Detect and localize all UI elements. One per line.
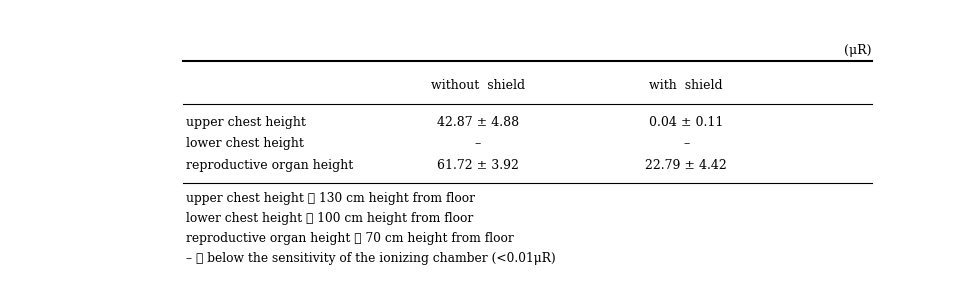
Text: reproductive organ height: reproductive organ height bbox=[187, 159, 354, 172]
Text: reproductive organ height ∶ 70 cm height from floor: reproductive organ height ∶ 70 cm height… bbox=[187, 232, 514, 245]
Text: – ∶ below the sensitivity of the ionizing chamber (<0.01μR): – ∶ below the sensitivity of the ionizin… bbox=[187, 252, 556, 265]
Text: lower chest height ∶ 100 cm height from floor: lower chest height ∶ 100 cm height from … bbox=[187, 212, 474, 225]
Text: without  shield: without shield bbox=[431, 79, 525, 91]
Text: –: – bbox=[683, 137, 690, 151]
Text: (μR): (μR) bbox=[844, 44, 871, 57]
Text: with  shield: with shield bbox=[650, 79, 723, 91]
Text: 61.72 ± 3.92: 61.72 ± 3.92 bbox=[437, 159, 519, 172]
Text: upper chest height ∶ 130 cm height from floor: upper chest height ∶ 130 cm height from … bbox=[187, 192, 476, 205]
Text: 0.04 ± 0.11: 0.04 ± 0.11 bbox=[649, 116, 723, 129]
Text: –: – bbox=[475, 137, 481, 151]
Text: upper chest height: upper chest height bbox=[187, 116, 307, 129]
Text: 22.79 ± 4.42: 22.79 ± 4.42 bbox=[646, 159, 727, 172]
Text: lower chest height: lower chest height bbox=[187, 137, 305, 151]
Text: 42.87 ± 4.88: 42.87 ± 4.88 bbox=[437, 116, 519, 129]
